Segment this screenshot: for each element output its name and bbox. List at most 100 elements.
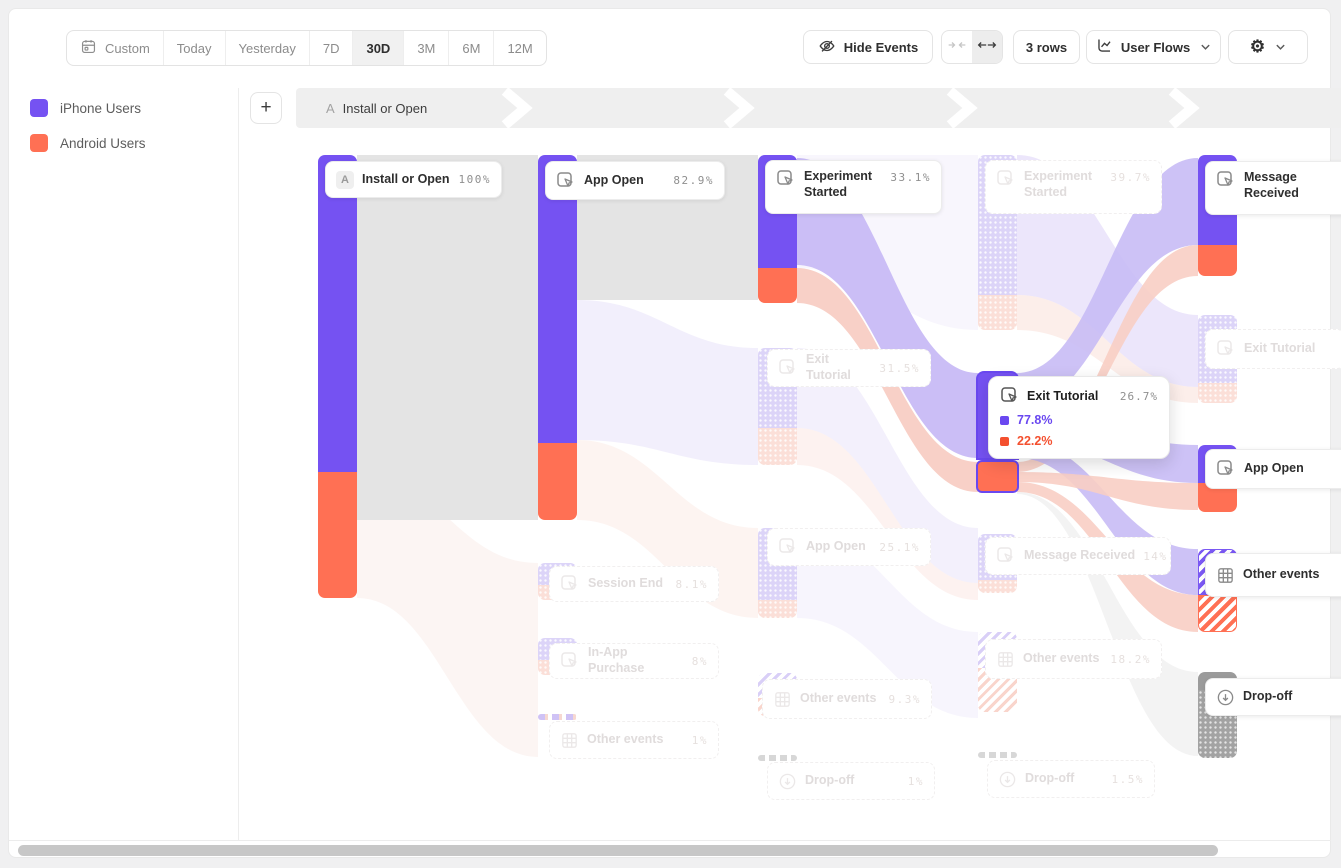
cursor-click-icon [996, 546, 1016, 566]
arrows-outward-icon [977, 38, 997, 57]
bar-message-android-col5[interactable] [1198, 245, 1237, 276]
breadcrumb: A Install or Open [326, 88, 427, 128]
android-users-swatch [30, 134, 48, 152]
view-selector[interactable]: User Flows [1086, 30, 1221, 64]
grid-icon [560, 731, 579, 750]
bar-install-iphone[interactable] [318, 155, 357, 472]
flow-chart-icon [1096, 37, 1113, 57]
breadcrumb-chevrons [501, 87, 1200, 129]
node-in-app-purchase[interactable]: In-App Purchase 8% [549, 643, 719, 679]
add-step-button[interactable]: + [250, 92, 282, 124]
step-breadcrumb-band[interactable]: A Install or Open [296, 87, 1341, 129]
grid-icon [1216, 566, 1235, 585]
content-bottom-border [9, 840, 1331, 841]
cursor-click-icon [1216, 459, 1236, 479]
node-app-open-col5[interactable]: App Open [1205, 449, 1341, 489]
rows-button[interactable]: 3 rows [1013, 30, 1080, 64]
cursor-click-icon [776, 169, 796, 189]
expand-columns-button[interactable] [972, 31, 1002, 63]
cursor-click-icon [778, 358, 798, 378]
range-custom-label: Custom [105, 40, 150, 56]
bar-exittutorial-android-col5[interactable] [1198, 383, 1237, 403]
legend-item-iphone[interactable]: iPhone Users [30, 99, 141, 117]
node-exit-tutorial-col3[interactable]: Exit Tutorial 31.5% [767, 349, 931, 387]
collapse-columns-button[interactable] [942, 31, 972, 63]
horizontal-scrollbar-thumb[interactable] [18, 845, 1218, 856]
rows-label: 3 rows [1025, 39, 1068, 55]
calendar-icon [80, 38, 97, 58]
node-exit-tutorial-col4-tooltip[interactable]: Exit Tutorial 26.7% 77.8% 22.2% [988, 376, 1170, 459]
range-12m[interactable]: 12M [507, 40, 533, 56]
range-today[interactable]: Today [164, 31, 226, 65]
range-3m[interactable]: 3M [404, 31, 450, 65]
tooltip-header: Exit Tutorial 26.7% [1000, 386, 1158, 406]
tooltip-iphone-share: 77.8% [1000, 413, 1158, 427]
settings-button[interactable]: ⚙ [1228, 30, 1308, 64]
bar-otherevents-android-col5[interactable] [1198, 595, 1237, 632]
node-app-open-col3[interactable]: App Open 25.1% [767, 528, 931, 566]
node-other-events-col5[interactable]: Other events [1205, 553, 1341, 597]
bar-dropoff-col3[interactable] [758, 755, 797, 761]
node-drop-off-col4[interactable]: Drop-off 1.5% [987, 760, 1155, 798]
arrows-inward-icon [947, 38, 967, 57]
node-exit-tutorial-col5[interactable]: Exit Tutorial [1205, 329, 1341, 369]
step-a-badge: A [336, 170, 354, 189]
grid-icon [996, 650, 1015, 669]
cursor-click-icon [996, 169, 1016, 189]
view-label: User Flows [1120, 39, 1191, 55]
arrow-down-circle-icon [998, 770, 1017, 789]
range-custom[interactable]: Custom [67, 31, 164, 65]
cursor-click-icon [1216, 170, 1236, 190]
bar-exittutorial-android-col4-hovered[interactable] [976, 460, 1019, 493]
arrow-down-circle-icon [778, 772, 797, 791]
node-other-events-col3[interactable]: Other events 9.3% [762, 679, 932, 719]
android-share-swatch [1000, 436, 1009, 446]
sidebar-divider [238, 88, 239, 840]
node-message-received-col4[interactable]: Message Received 14% [985, 537, 1171, 575]
range-6m[interactable]: 6M [449, 31, 495, 65]
iphone-share-swatch [1000, 415, 1009, 425]
range-yesterday[interactable]: Yesterday [226, 31, 310, 65]
bar-otherevents-col2[interactable] [538, 714, 577, 720]
cursor-click-icon [1000, 386, 1020, 406]
date-range-group: Custom Today Yesterday 7D 30D 3M 6M 12M [66, 30, 547, 66]
iphone-users-swatch [30, 99, 48, 117]
node-other-events-col2[interactable]: Other events 1% [549, 721, 719, 759]
collapse-expand-toggle [941, 30, 1003, 64]
grid-icon [773, 690, 792, 709]
bar-appopen-android-col3[interactable] [758, 600, 797, 618]
node-experiment-started-col3[interactable]: Experiment Started 33.1% [765, 160, 942, 214]
node-drop-off-col5[interactable]: Drop-off [1205, 678, 1341, 716]
node-app-open-col2[interactable]: App Open 82.9% [545, 161, 725, 200]
android-users-label: Android Users [60, 135, 146, 151]
hide-events-button[interactable]: Hide Events [803, 30, 933, 64]
bar-message-android-col4[interactable] [978, 580, 1017, 593]
bar-appopen-android[interactable] [538, 443, 577, 520]
node-message-received-col5[interactable]: Message Received [1205, 161, 1341, 215]
range-30d[interactable]: 30D [353, 31, 405, 65]
node-other-events-col4[interactable]: Other events 18.2% [985, 639, 1162, 679]
plus-icon: + [260, 97, 272, 118]
iphone-users-label: iPhone Users [60, 100, 142, 116]
bar-experiment-android-col4[interactable] [978, 295, 1017, 330]
bar-install-android[interactable] [318, 472, 357, 598]
step-label: Install or Open [342, 100, 428, 116]
bar-experiment-android-col3[interactable] [758, 268, 797, 303]
hide-events-label: Hide Events [843, 39, 919, 55]
arrow-down-circle-icon [1216, 688, 1235, 707]
chevron-down-icon [1200, 43, 1211, 51]
bar-appopen-iphone[interactable] [538, 155, 577, 443]
range-7d[interactable]: 7D [310, 31, 354, 65]
bar-dropoff-col4[interactable] [978, 752, 1017, 758]
cursor-click-icon [1216, 339, 1236, 359]
node-install-or-open[interactable]: A Install or Open 100% [325, 161, 502, 198]
bar-exittutorial-android-col3[interactable] [758, 428, 797, 465]
cursor-click-icon [560, 574, 580, 594]
gear-icon: ⚙ [1249, 37, 1266, 56]
cursor-click-icon [778, 537, 798, 557]
node-drop-off-col3[interactable]: Drop-off 1% [767, 762, 935, 800]
step-letter: A [326, 100, 335, 116]
node-session-end[interactable]: Session End 8.1% [549, 566, 719, 602]
node-experiment-started-col4[interactable]: Experiment Started 39.7% [985, 160, 1162, 214]
legend-item-android[interactable]: Android Users [30, 134, 146, 152]
